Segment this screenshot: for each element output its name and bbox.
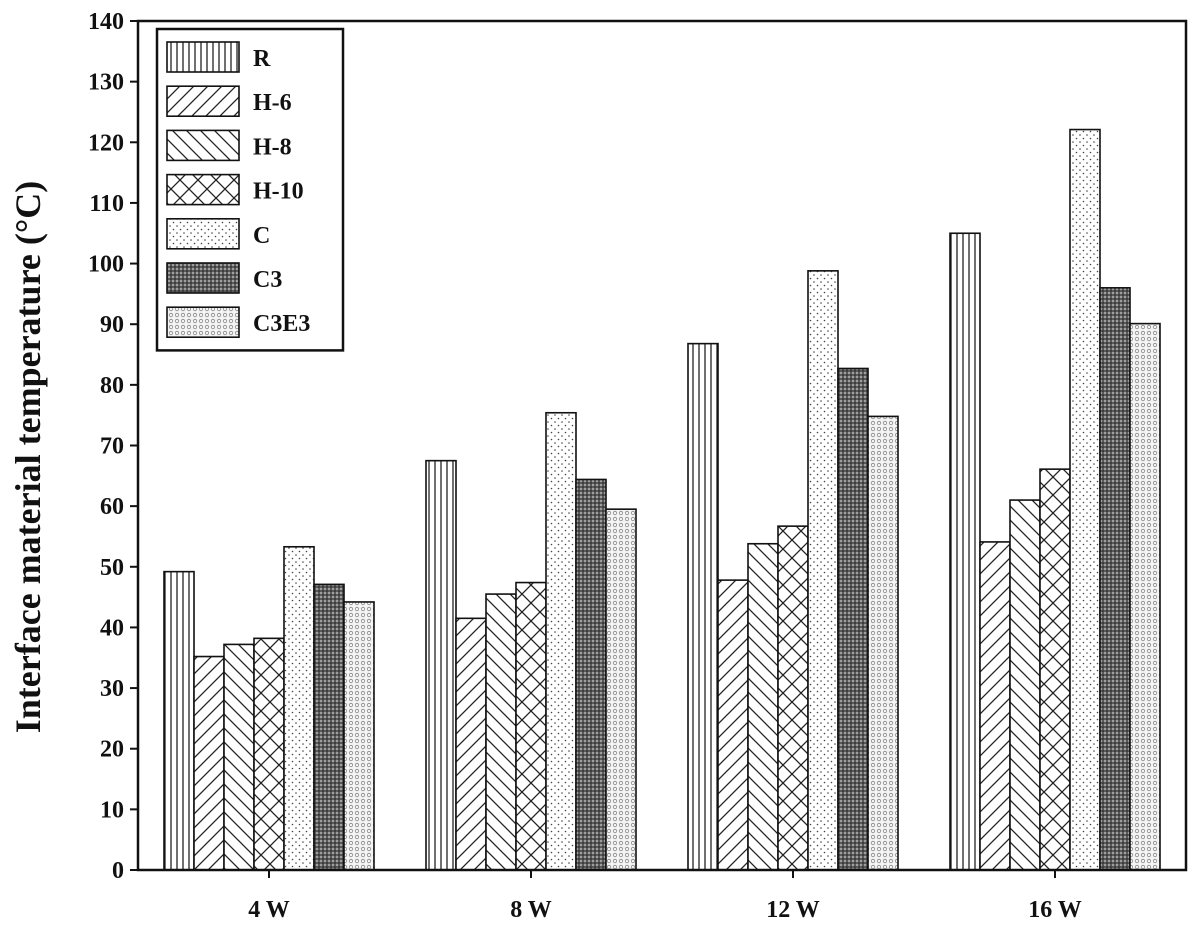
legend-label: C — [253, 223, 270, 249]
y-tick-label: 0 — [112, 858, 124, 884]
bar-c-16w — [1069, 128, 1101, 871]
y-tick-label: 110 — [89, 191, 124, 217]
y-tick-label: 120 — [88, 130, 124, 156]
bar-h-10-4w — [253, 637, 285, 871]
axes-group: 0 10 20 30 40 50 60 70 80 90 100 110 120 130 140 4 W 8 W… — [88, 9, 1188, 923]
y-tick-label: 40 — [100, 615, 124, 641]
bar-h-8-12w — [747, 542, 779, 871]
bar-h-6-16w — [979, 541, 1011, 871]
y-tick-label: 60 — [100, 494, 124, 520]
x-tick-label: 4 W — [248, 897, 290, 923]
legend-swatch — [166, 306, 240, 339]
bar-r-16w — [949, 232, 981, 871]
bar-c3-12w — [837, 367, 869, 871]
bar-c-8w — [545, 411, 577, 871]
bars-group — [163, 128, 1161, 871]
bar-c3-8w — [575, 478, 607, 871]
legend-swatch — [166, 85, 240, 117]
bar-r-12w — [687, 342, 719, 871]
bar-c3e3-4w — [343, 601, 375, 871]
x-tick-label: 12 W — [766, 897, 820, 923]
bar-c3e3-8w — [605, 508, 637, 871]
y-tick-label: 30 — [100, 676, 124, 702]
bar-c3e3-16w — [1129, 322, 1161, 871]
y-tick-label: 70 — [100, 434, 124, 460]
y-tick-label: 20 — [100, 737, 124, 763]
bar-h-6-8w — [455, 617, 487, 871]
bar-h-8-8w — [485, 593, 517, 871]
bar-c-12w — [807, 270, 839, 871]
legend-label: R — [253, 46, 271, 72]
legend-swatch — [166, 218, 240, 250]
y-tick-label: 100 — [88, 252, 124, 278]
bar-h-6-12w — [717, 579, 749, 871]
legend-swatch — [166, 173, 240, 206]
y-tick-label: 10 — [100, 797, 124, 823]
y-tick-label: 90 — [100, 312, 124, 338]
legend-label: C3E3 — [253, 311, 310, 337]
y-tick-label: 140 — [88, 9, 124, 35]
bar-h-8-16w — [1009, 499, 1041, 871]
legend-label: H-10 — [253, 179, 304, 205]
bar-r-8w — [425, 459, 457, 871]
bar-c3e3-12w — [867, 415, 899, 871]
bar-h-10-12w — [777, 525, 809, 871]
y-axis-title: Interface material temperature (°C) — [8, 181, 48, 733]
legend-label: H-8 — [253, 134, 292, 160]
y-tick-label: 130 — [88, 70, 124, 96]
legend-label: H-6 — [253, 90, 292, 116]
legend-label: C3 — [253, 267, 282, 293]
x-tick-label: 8 W — [510, 897, 552, 923]
bar-r-4w — [163, 570, 195, 871]
bar-c3-16w — [1099, 287, 1131, 871]
bar-c3-4w — [313, 583, 345, 871]
y-tick-label: 50 — [100, 555, 124, 581]
bar-h-8-4w — [223, 643, 255, 871]
y-tick-label: 80 — [100, 373, 124, 399]
legend-swatch — [166, 262, 240, 294]
bar-h-6-4w — [193, 655, 225, 871]
legend-swatch — [166, 129, 240, 162]
bar-h-10-8w — [515, 581, 547, 871]
bar-h-10-16w — [1039, 468, 1071, 871]
legend: R H-6 H-8 H-10 C C3 C3E3 — [155, 27, 345, 352]
legend-swatch — [166, 41, 240, 73]
x-tick-label: 16 W — [1028, 897, 1082, 923]
bar-c-4w — [283, 545, 315, 871]
